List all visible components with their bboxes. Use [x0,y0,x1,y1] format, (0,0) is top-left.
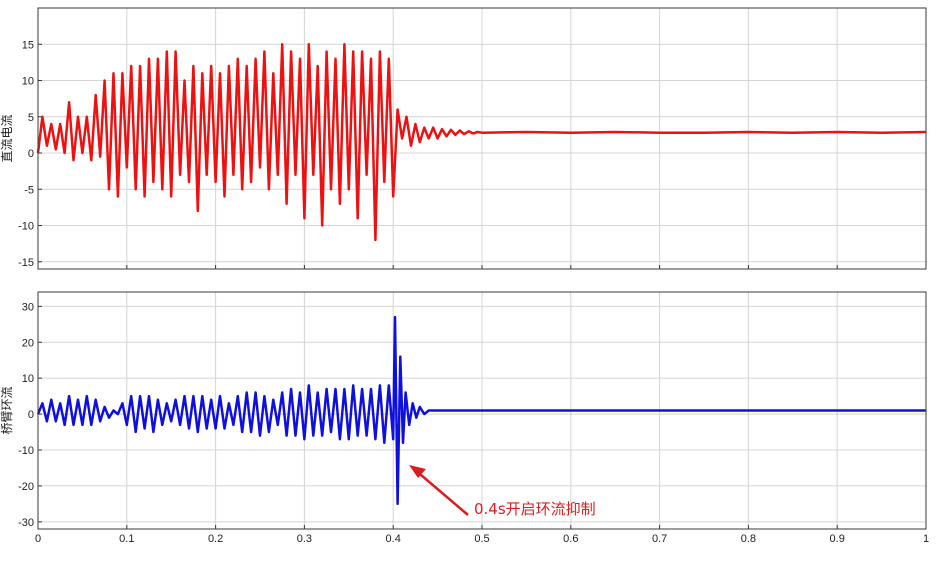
x-tick-label: 0.5 [474,533,489,545]
x-tick-label: 0.2 [208,533,223,545]
y-tick-label: -10 [18,221,34,233]
y-axis-label: 桥臂环流 [0,386,14,434]
y-tick-label: -10 [18,445,34,457]
annotation-text: 0.4s开启环流抑制 [474,500,596,518]
series-line-circulating-current [36,315,926,506]
x-tick-label: 1 [923,533,929,545]
y-tick-label: 10 [22,76,34,88]
y-tick-label: -20 [18,481,34,493]
x-tick-label: 0.7 [652,533,667,545]
series-line-dc-current [36,43,927,242]
x-tick-label: 0.3 [297,533,312,545]
y-tick-label: 15 [22,39,34,51]
y-tick-label: 30 [22,301,34,313]
x-tick-label: 0.4 [386,533,401,545]
y-axis-label: 直流电流 [0,114,14,162]
x-tick-label: 0.9 [830,533,845,545]
x-tick-label: 0.6 [563,533,578,545]
arm-circulating-current-panel: 0 0.1 0.2 0.3 0.4 0.5 0.6 0.7 0.8 0.9 1 -30 -20 -10 0 1… [0,291,929,545]
y-tick-label: 5 [28,112,34,124]
x-tick-label: 0 [35,533,41,545]
y-tick-label: -30 [18,517,34,529]
annotation-arrow-head [409,465,426,478]
plot-frame [37,7,927,270]
x-tick-label: 0.8 [741,533,756,545]
x-tick-label: 0.1 [119,533,134,545]
y-tick-label: 0 [28,409,34,421]
plot-frame [37,291,927,530]
annotation-arrow [413,468,469,516]
y-tick-label: -15 [18,257,34,269]
annotation: 0.4s开启环流抑制 [409,465,596,518]
y-tick-label: 10 [22,373,34,385]
dc-current-panel: -15 -10 -5 0 5 10 15 直流电流 [0,7,927,270]
y-tick-label: 0 [28,148,34,160]
y-tick-label: -5 [24,184,34,196]
y-tick-label: 20 [22,337,34,349]
